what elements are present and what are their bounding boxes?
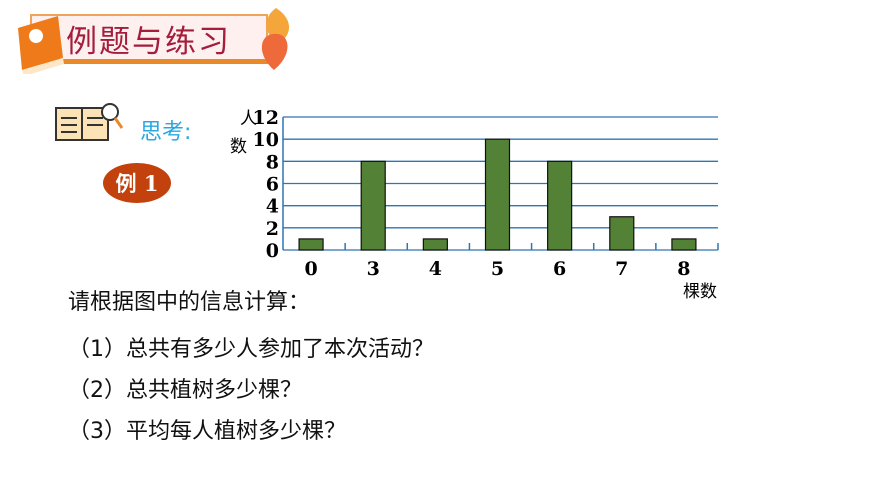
bar-5	[484, 138, 511, 251]
book-icon	[18, 16, 64, 74]
question-3: （3）平均每人植树多少棵？	[68, 419, 346, 444]
y-tick-label: 0	[266, 240, 279, 262]
y-tick-label: 12	[253, 107, 279, 129]
bar-4	[422, 238, 448, 251]
y-axis-label-1: 人	[240, 109, 257, 129]
y-tick-label: 2	[266, 218, 279, 240]
y-axis-label-2: 数	[230, 137, 247, 157]
page-title: 例题与练习	[66, 24, 231, 60]
bar-0	[298, 238, 324, 251]
question-1: （1）总共有多少人参加了本次活动？	[68, 337, 434, 362]
y-tick-label: 8	[266, 151, 279, 173]
bar-3	[360, 160, 386, 251]
x-tick-label: 3	[367, 258, 380, 280]
question-intro: 请根据图中的信息计算：	[68, 290, 311, 315]
example-badge: 例 1	[103, 163, 171, 203]
y-tick-label: 6	[266, 174, 279, 196]
think-label: 思考:	[140, 120, 192, 145]
x-tick-label: 6	[553, 258, 566, 280]
bar-8	[671, 238, 697, 251]
open-book-magnifier-icon	[55, 103, 124, 141]
leaf-decoration-icon	[261, 8, 290, 70]
bar-6	[547, 160, 573, 251]
x-tick-label: 7	[615, 258, 628, 280]
question-2: （2）总共植树多少棵？	[68, 378, 302, 403]
x-tick-label: 0	[304, 258, 317, 280]
x-axis-label: 棵数	[683, 282, 717, 302]
y-tick-label: 4	[266, 196, 279, 218]
x-tick-label: 8	[677, 258, 690, 280]
bar-7	[609, 216, 635, 251]
title-banner	[30, 14, 268, 64]
x-tick-label: 4	[429, 258, 442, 280]
y-tick-label: 10	[253, 129, 279, 151]
x-tick-label: 5	[491, 258, 504, 280]
